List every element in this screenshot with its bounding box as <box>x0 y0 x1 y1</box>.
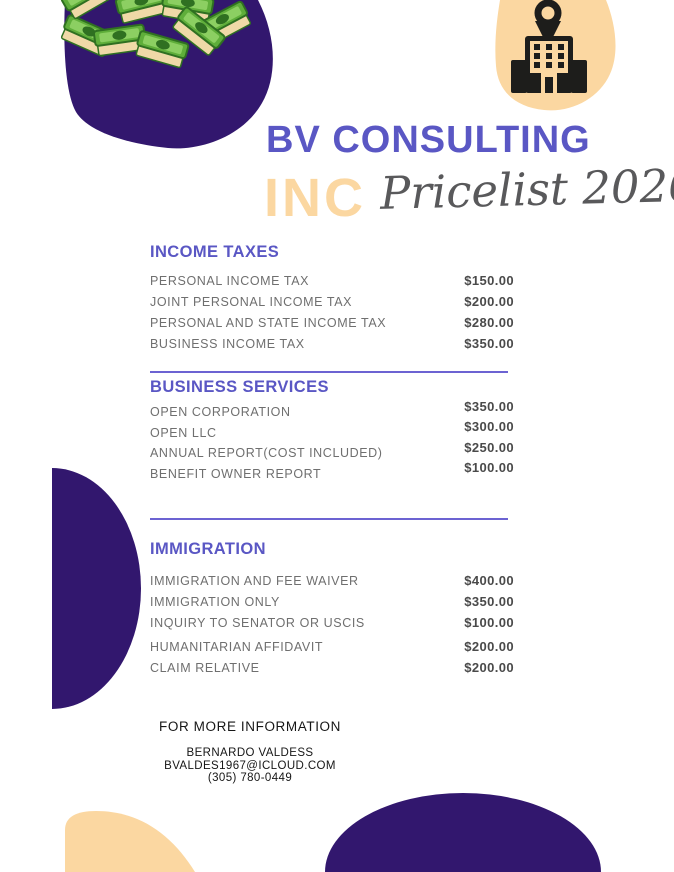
section-title: IMMIGRATION <box>150 540 266 558</box>
peach-corner-blob <box>65 811 195 872</box>
service-label: CLAIM RELATIVE <box>150 660 260 675</box>
purple-half-circle-shape <box>52 468 141 709</box>
service-label: ANNUAL REPORT(COST INCLUDED) <box>150 446 383 461</box>
price-row: OPEN CORPORATION $350.00 <box>150 398 514 423</box>
service-price: $350.00 <box>464 336 514 351</box>
price-rows: OPEN CORPORATION $350.00 OPEN LLC $300.0… <box>150 398 514 485</box>
price-row: IMMIGRATION ONLY $350.00 <box>150 591 514 612</box>
section-title: BUSINESS SERVICES <box>150 378 329 396</box>
service-label: IMMIGRATION AND FEE WAIVER <box>150 573 359 588</box>
contact-phone: (305) 780-0449 <box>207 772 293 784</box>
service-label: BENEFIT OWNER REPORT <box>150 466 322 481</box>
service-label: IMMIGRATION ONLY <box>150 594 280 609</box>
price-row: BENEFIT OWNER REPORT $100.00 <box>150 460 514 485</box>
service-price: $280.00 <box>464 315 514 330</box>
service-price: $400.00 <box>464 573 514 588</box>
contact-heading: FOR MORE INFORMATION <box>159 719 341 734</box>
price-row: JOINT PERSONAL INCOME TAX $200.00 <box>150 291 514 312</box>
section-divider <box>150 518 508 520</box>
service-price: $200.00 <box>464 639 514 654</box>
section-income-taxes: INCOME TAXES PERSONAL INCOME TAX $150.00… <box>150 243 514 354</box>
service-label: HUMANITARIAN AFFIDAVIT <box>150 639 324 654</box>
price-row: HUMANITARIAN AFFIDAVIT $200.00 <box>150 636 514 657</box>
service-price: $250.00 <box>464 439 514 455</box>
purple-dome-shape <box>325 793 601 872</box>
section-title: INCOME TAXES <box>150 243 280 261</box>
contact-name: BERNARDO VALDESS <box>186 747 314 759</box>
service-label: OPEN LLC <box>150 425 217 440</box>
service-price: $100.00 <box>464 615 514 630</box>
price-rows: IMMIGRATION AND FEE WAIVER $400.00 IMMIG… <box>150 570 514 678</box>
peach-blob-shape <box>65 811 195 872</box>
price-row: PERSONAL INCOME TAX $150.00 <box>150 270 514 291</box>
price-row: BUSINESS INCOME TAX $350.00 <box>150 333 514 354</box>
contact-block: FOR MORE INFORMATION BERNARDO VALDESS BV… <box>105 719 395 785</box>
service-label: INQUIRY TO SENATOR OR USCIS <box>150 615 365 630</box>
service-label: PERSONAL AND STATE INCOME TAX <box>150 315 387 330</box>
service-label: BUSINESS INCOME TAX <box>150 336 305 351</box>
service-label: JOINT PERSONAL INCOME TAX <box>150 294 353 309</box>
service-price: $350.00 <box>464 594 514 609</box>
price-row: PERSONAL AND STATE INCOME TAX $280.00 <box>150 312 514 333</box>
building-location-pin-icon <box>511 0 587 93</box>
section-immigration: IMMIGRATION IMMIGRATION AND FEE WAIVER $… <box>150 540 514 678</box>
pricelist-script-title: Pricelist 2026 <box>379 158 674 220</box>
brand-suffix: INC <box>264 168 366 228</box>
service-price: $350.00 <box>464 398 514 414</box>
price-rows: PERSONAL INCOME TAX $150.00 JOINT PERSON… <box>150 270 514 354</box>
section-business-services: BUSINESS SERVICES OPEN CORPORATION $350.… <box>150 378 514 484</box>
service-price: $100.00 <box>464 460 514 476</box>
price-row: INQUIRY TO SENATOR OR USCIS $100.00 <box>150 612 514 633</box>
service-price: $150.00 <box>464 273 514 288</box>
price-row: OPEN LLC $300.00 <box>150 419 514 444</box>
building-blob <box>495 0 616 111</box>
price-row: IMMIGRATION AND FEE WAIVER $400.00 <box>150 570 514 591</box>
contact-email: BVALDES1967@ICLOUD.COM <box>164 759 336 772</box>
service-price: $300.00 <box>464 419 514 435</box>
service-label: OPEN CORPORATION <box>150 405 291 420</box>
money-pile-blob <box>58 0 273 149</box>
service-price: $200.00 <box>464 660 514 675</box>
brand-name: BV CONSULTING <box>266 119 591 161</box>
section-divider <box>150 371 508 373</box>
price-row: ANNUAL REPORT(COST INCLUDED) $250.00 <box>150 439 514 464</box>
service-label: PERSONAL INCOME TAX <box>150 273 310 288</box>
price-row: CLAIM RELATIVE $200.00 <box>150 657 514 678</box>
service-price: $200.00 <box>464 294 514 309</box>
